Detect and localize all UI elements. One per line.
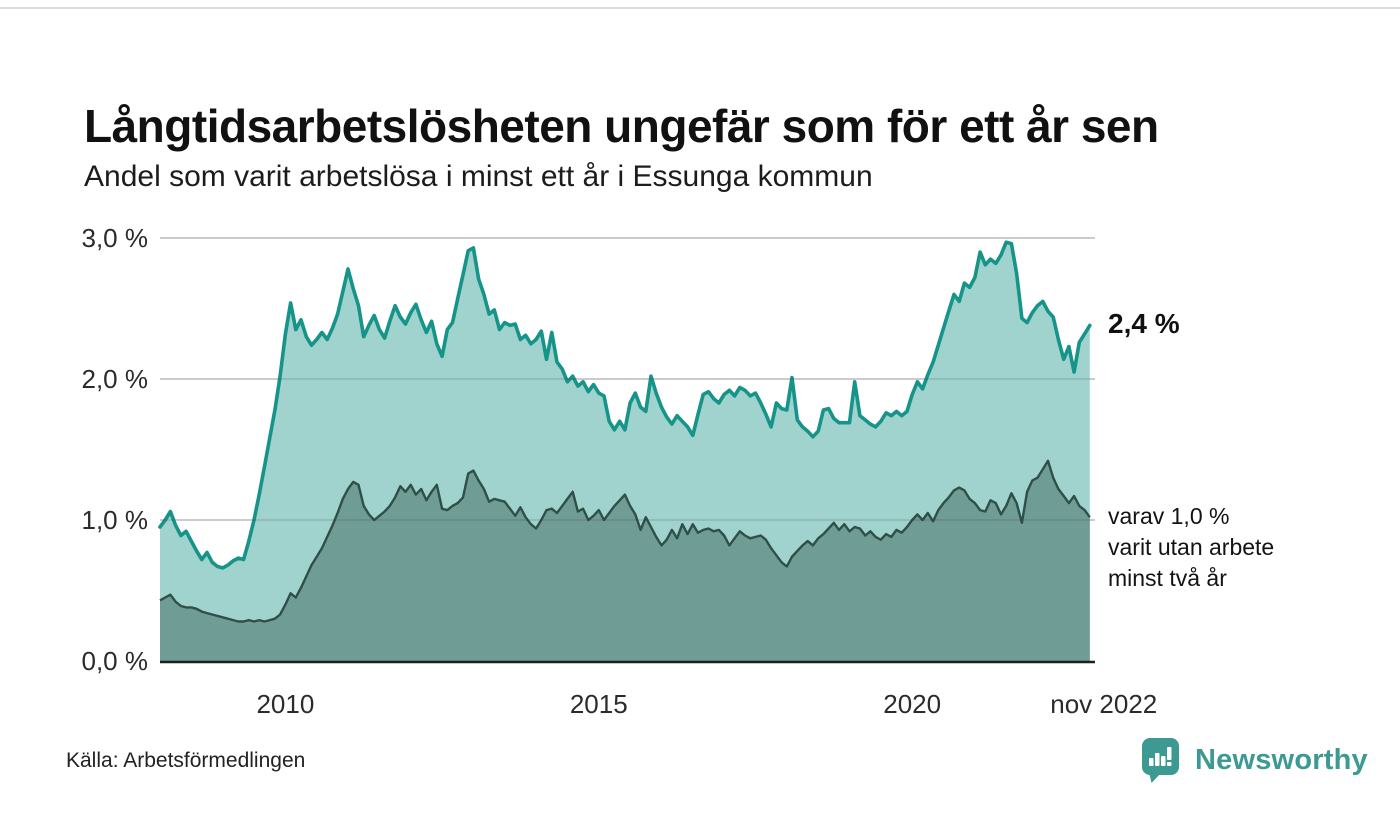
source-credit: Källa: Arbetsförmedlingen — [66, 749, 306, 772]
secondary-annotation-line-2: varit utan arbete — [1108, 534, 1275, 560]
x-tick-label: 2010 — [256, 689, 314, 719]
secondary-annotation-line-3: minst två år — [1108, 565, 1227, 591]
latest-value-annotation: 2,4 % — [1108, 308, 1180, 340]
line-unemployed-two-years — [159, 459, 1091, 623]
line-unemployed-one-year — [158, 240, 1092, 570]
x-tick-label: nov 2022 — [1050, 689, 1157, 719]
x-tick-label: 2020 — [883, 689, 941, 719]
y-tick-label: 3,0 % — [82, 223, 149, 253]
y-tick-label: 2,0 % — [82, 364, 149, 394]
secondary-series-annotation: varav 1,0 % varit utan arbete minst två … — [1108, 501, 1274, 594]
page-title: Långtidsarbetslösheten ungefär som för e… — [84, 99, 1159, 152]
y-tick-label: 0,0 % — [82, 646, 149, 676]
secondary-annotation-line-1: varav 1,0 % — [1108, 503, 1230, 529]
area-unemployed-two-years — [160, 460, 1090, 661]
x-tick-label: 2015 — [570, 689, 628, 719]
newsworthy-bubble-chart-icon — [1142, 738, 1179, 783]
top-border-rule — [0, 7, 1400, 9]
y-tick-label: 1,0 % — [82, 505, 149, 535]
page-subtitle: Andel som varit arbetslösa i minst ett å… — [84, 160, 873, 193]
newsworthy-wordmark: Newsworthy — [1195, 743, 1368, 776]
newsworthy-logo: Newsworthy — [1140, 736, 1368, 784]
